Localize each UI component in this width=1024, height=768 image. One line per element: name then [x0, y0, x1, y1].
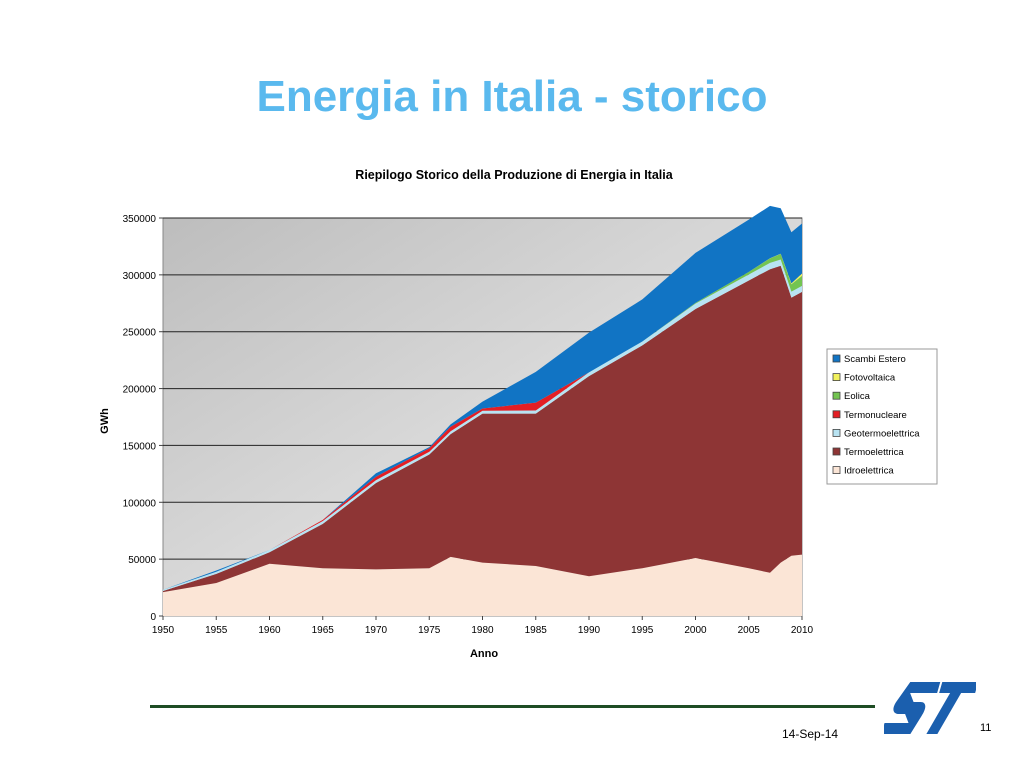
- y-tick-label: 350000: [123, 214, 157, 225]
- legend-label: Scambi Estero: [844, 354, 906, 365]
- legend-swatch: [832, 447, 841, 456]
- area-series-geotermoelettrica: [163, 259, 802, 591]
- y-tick-label: 0: [150, 612, 156, 623]
- x-tick-label: 1960: [258, 625, 281, 636]
- x-tick-label: 1970: [365, 625, 388, 636]
- legend-label: Termoelettrica: [844, 447, 904, 458]
- legend-swatch: [832, 373, 841, 382]
- legend-swatch: [832, 410, 841, 419]
- legend-swatch: [832, 391, 841, 400]
- legend-label: Termonucleare: [844, 410, 907, 421]
- y-axis-label: GWh: [99, 408, 111, 434]
- footer-rule: [150, 705, 875, 708]
- legend-label: Eolica: [844, 391, 871, 402]
- x-tick-label: 1995: [631, 625, 654, 636]
- area-series-idroelettrica: [163, 554, 802, 616]
- slide-title: Energia in Italia - storico: [256, 72, 768, 121]
- legend-swatch: [832, 428, 841, 437]
- page-number: 11: [980, 722, 992, 734]
- x-tick-label: 1980: [471, 625, 494, 636]
- x-tick-label: 2005: [738, 625, 761, 636]
- x-tick-label: 1965: [312, 625, 335, 636]
- y-tick-label: 150000: [123, 441, 157, 452]
- y-tick-label: 300000: [123, 271, 157, 282]
- y-tick-label: 50000: [128, 555, 156, 566]
- legend: Scambi Estero Fotovoltaica Eolica Termonucl…: [826, 348, 938, 485]
- x-tick-label: 1955: [205, 625, 228, 636]
- legend-swatch: [832, 354, 841, 363]
- x-tick-label: 2010: [791, 625, 814, 636]
- legend-label: Geotermoelettrica: [844, 428, 920, 439]
- legend-label: Idroelettrica: [844, 466, 894, 477]
- company-logo: [884, 682, 976, 734]
- area-series-scambi-estero: [163, 205, 802, 590]
- x-tick-label: 1950: [152, 625, 175, 636]
- footer-date: 14-Sep-14: [782, 727, 839, 741]
- area-series-termoelettrica: [163, 265, 802, 593]
- x-tick-label: 1985: [525, 625, 548, 636]
- legend-swatch: [832, 466, 841, 475]
- x-axis-label: Anno: [470, 648, 498, 660]
- y-tick-label: 250000: [123, 328, 157, 339]
- energy-area-chart: Riepilogo Storico della Produzione di En…: [99, 168, 938, 660]
- x-tick-label: 1975: [418, 625, 441, 636]
- chart-title: Riepilogo Storico della Produzione di En…: [355, 168, 673, 182]
- x-tick-label: 1990: [578, 625, 601, 636]
- legend-label: Fotovoltaica: [844, 373, 896, 384]
- legend-box: [826, 348, 938, 485]
- x-tick-label: 2000: [684, 625, 707, 636]
- y-tick-label: 200000: [123, 385, 157, 396]
- y-tick-label: 100000: [123, 498, 157, 509]
